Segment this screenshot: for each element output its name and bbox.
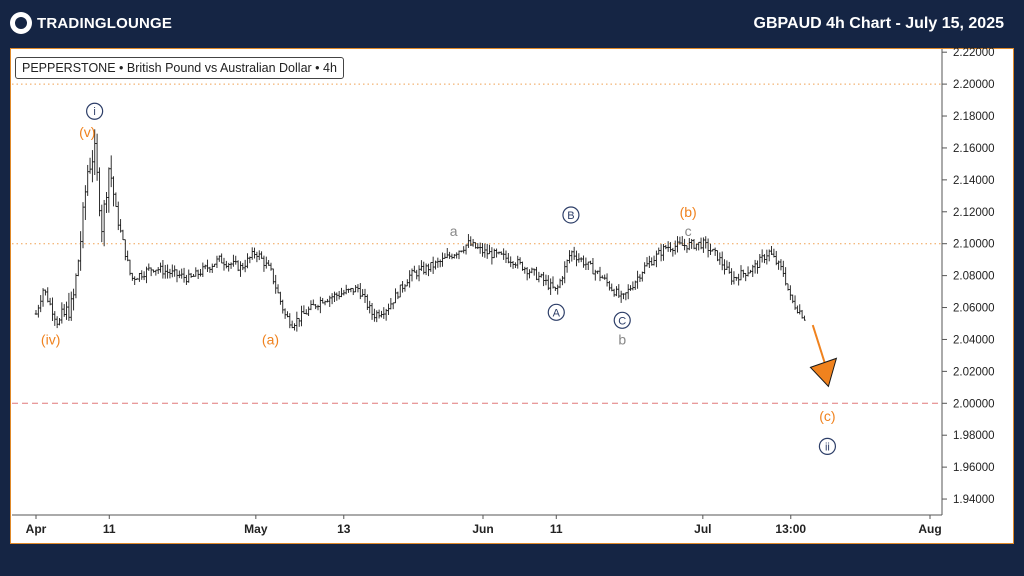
wave-label: i	[93, 106, 95, 118]
y-tick-label: 1.94000	[953, 494, 995, 506]
wave-label-circle	[562, 206, 580, 224]
wave-label: b	[618, 331, 626, 347]
wave-label: (b)	[680, 204, 697, 220]
wave-label-circle	[818, 437, 837, 455]
wave-label: (v)	[79, 124, 95, 140]
y-tick-label: 2.12000	[953, 207, 995, 219]
logo-icon	[10, 12, 32, 34]
wave-label: C	[618, 315, 626, 327]
y-tick-label: 2.08000	[953, 271, 995, 283]
x-tick-label: Apr	[26, 522, 47, 536]
x-tick-label: May	[244, 522, 268, 536]
y-tick-label: 2.14000	[953, 175, 995, 187]
y-tick-label: 2.04000	[953, 334, 995, 346]
wave-label: c	[685, 223, 692, 239]
x-tick-label: 13	[337, 522, 351, 536]
y-tick-label: 2.02000	[953, 366, 995, 378]
chart-frame	[10, 48, 1014, 544]
wave-label: (a)	[262, 331, 279, 347]
x-tick-label: Aug	[918, 522, 941, 536]
y-tick-label: 2.06000	[953, 303, 995, 315]
wave-label: a	[450, 223, 458, 239]
header-bar: TRADINGLOUNGE GBPAUD 4h Chart - July 15,…	[0, 0, 1024, 48]
x-tick-label: 11	[103, 522, 116, 536]
projection-arrowhead-icon	[809, 357, 838, 388]
chart-title: GBPAUD 4h Chart - July 15, 2025	[753, 15, 1004, 32]
wave-label: ii	[825, 441, 830, 453]
y-tick-label: 2.18000	[953, 111, 995, 123]
wave-label-circle	[86, 102, 104, 120]
y-tick-label: 2.16000	[953, 143, 995, 155]
y-tick-label: 2.20000	[953, 79, 995, 91]
x-tick-label: 11	[550, 522, 563, 536]
x-tick-label: 13:00	[775, 522, 806, 536]
y-tick-label: 2.22000	[953, 47, 995, 59]
y-tick-label: 2.10000	[953, 239, 995, 251]
wave-label: (c)	[819, 408, 835, 424]
wave-label: (iv)	[41, 331, 60, 347]
wave-label: A	[553, 307, 561, 319]
y-tick-label: 1.98000	[953, 430, 995, 442]
wave-label: B	[567, 210, 574, 222]
brand-logo: TRADINGLOUNGE	[10, 12, 172, 34]
y-tick-label: 2.00000	[953, 398, 995, 410]
x-tick-label: Jun	[472, 522, 493, 536]
wave-label-circle	[613, 311, 631, 329]
ticker-label: PEPPERSTONE • British Pound vs Australia…	[15, 57, 344, 79]
x-tick-label: Jul	[694, 522, 711, 536]
wave-label-circle	[547, 303, 565, 321]
y-tick-label: 1.96000	[953, 462, 995, 474]
logo-text: TRADINGLOUNGE	[37, 14, 173, 32]
